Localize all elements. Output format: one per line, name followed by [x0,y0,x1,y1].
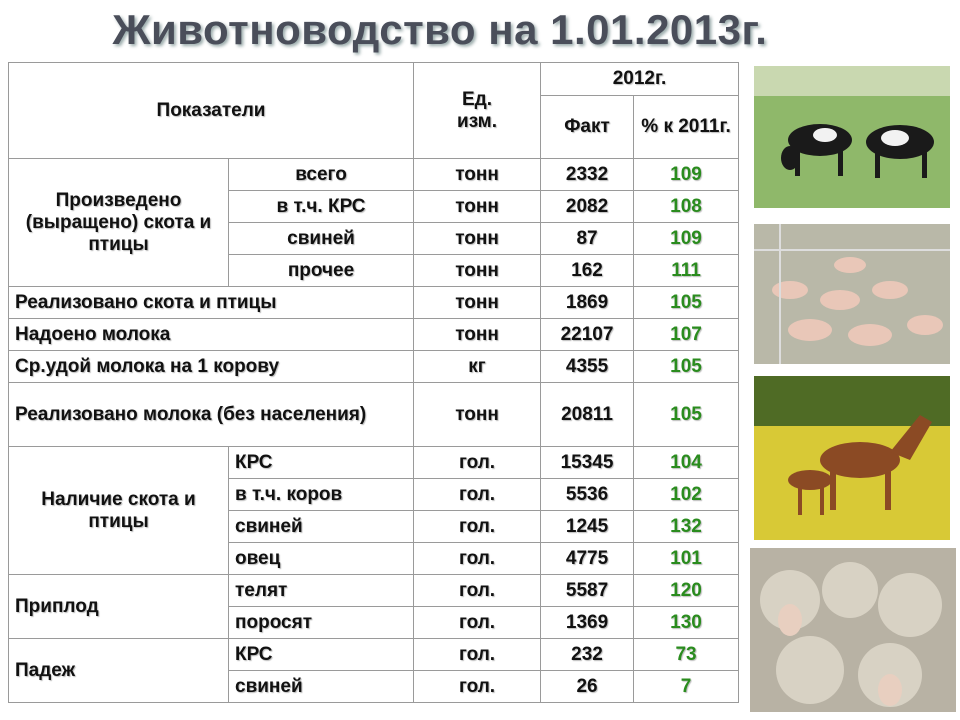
header-cell: 2012г. [540,62,740,96]
header-cell: % к 2011г. [633,95,740,159]
change-cell: 105 [633,350,740,383]
fact-cell: 22107 [540,318,635,351]
table-row: овец гол. 4775 101 [9,542,740,575]
item-cell: свиней [227,510,415,543]
group-label: Падеж [8,638,229,703]
group-label: Наличие скота и птицы [8,446,229,575]
item-cell: свиней [227,222,415,255]
table-row: свиней гол. 26 7 [9,670,740,703]
item-cell: поросят [227,606,415,639]
fact-cell: 1245 [540,510,635,543]
fact-cell: 5587 [540,574,635,607]
unit-cell: тонн [413,286,542,319]
table-row: Произведено (выращено) скота и птицы всег… [8,158,740,287]
unit-cell: гол. [413,478,542,511]
table-row: прочее тонн 162 111 [9,254,740,287]
fact-cell: 1369 [540,606,635,639]
unit-cell: тонн [413,190,542,223]
change-cell: 107 [633,318,740,351]
row-label: Надоено молока [7,318,415,351]
row-label: Реализовано молока (без населения) [7,382,415,447]
header-cell: Факт [540,95,635,159]
table-row: Реализовано молока (без населения) тонн 20… [7,382,740,447]
unit-cell: гол. [413,638,542,671]
unit-cell: гол. [413,670,542,703]
change-cell: 105 [633,286,740,319]
fact-cell: 5536 [540,478,635,511]
table-row: в т.ч. коров гол. 5536 102 [9,478,740,511]
change-cell: 7 [633,670,740,703]
unit-cell: тонн [413,318,542,351]
item-cell: телят [227,574,415,607]
photo-pigs [754,224,950,364]
table-row: Ср.удой молока на 1 корову кг 4355 105 [7,350,740,383]
item-cell: в т.ч. КРС [227,190,415,223]
item-cell: всего [227,158,415,191]
change-cell: 132 [633,510,740,543]
unit-cell: гол. [413,574,542,607]
unit-cell: тонн [413,254,542,287]
change-cell: 120 [633,574,740,607]
item-cell: КРС [227,638,415,671]
fact-cell: 162 [540,254,635,287]
change-cell: 104 [633,446,740,479]
fact-cell: 20811 [540,382,635,447]
item-cell: овец [227,542,415,575]
fact-cell: 26 [540,670,635,703]
table-row: поросят гол. 1369 130 [9,606,740,639]
item-cell: в т.ч. коров [227,478,415,511]
change-cell: 109 [633,158,740,191]
fact-cell: 232 [540,638,635,671]
change-cell: 73 [633,638,740,671]
fact-cell: 4355 [540,350,635,383]
table-row: Реализовано скота и птицы тонн 1869 105 [7,286,740,319]
photo-cows [754,66,950,208]
fact-cell: 1869 [540,286,635,319]
unit-cell: гол. [413,446,542,479]
table-row: в т.ч. КРС тонн 2082 108 [9,190,740,223]
change-cell: 109 [633,222,740,255]
table-row: Наличие скота и птицы КРС гол. 15345 104 [8,446,740,575]
change-cell: 108 [633,190,740,223]
row-label: Реализовано скота и птицы [7,286,415,319]
unit-cell: гол. [413,510,542,543]
fact-cell: 2332 [540,158,635,191]
photo-sheep [750,548,956,712]
group-label: Произведено (выращено) скота и птицы [8,158,229,287]
unit-cell: тонн [413,382,542,447]
unit-cell: гол. [413,606,542,639]
item-cell: КРС [227,446,415,479]
unit-cell: тонн [413,222,542,255]
fact-cell: 4775 [540,542,635,575]
table-row: свиней тонн 87 109 [9,222,740,255]
title: Животноводство на 1.01.2013г. [112,6,768,53]
header-cell: Ед. изм. [413,62,542,159]
header-cell: Показатели [7,62,415,159]
photos [750,66,956,712]
fact-cell: 2082 [540,190,635,223]
table-row: Падеж КРС гол. 232 73 [8,638,740,703]
item-cell: прочее [227,254,415,287]
row-label: Ср.удой молока на 1 корову [7,350,415,383]
change-cell: 105 [633,382,740,447]
unit-cell: кг [413,350,542,383]
fact-cell: 15345 [540,446,635,479]
data-table: Показатели Ед. изм. 2012г. Факт % к 2011… [7,62,740,703]
change-cell: 130 [633,606,740,639]
unit-cell: гол. [413,542,542,575]
table-row: Приплод телят гол. 5587 120 [8,574,740,639]
item-cell: свиней [227,670,415,703]
group-label: Приплод [8,574,229,639]
photo-horses [754,376,950,540]
change-cell: 102 [633,478,740,511]
table-row: свиней гол. 1245 132 [9,510,740,543]
fact-cell: 87 [540,222,635,255]
change-cell: 101 [633,542,740,575]
table-row: Надоено молока тонн 22107 107 [7,318,740,351]
unit-cell: тонн [413,158,542,191]
change-cell: 111 [633,254,740,287]
